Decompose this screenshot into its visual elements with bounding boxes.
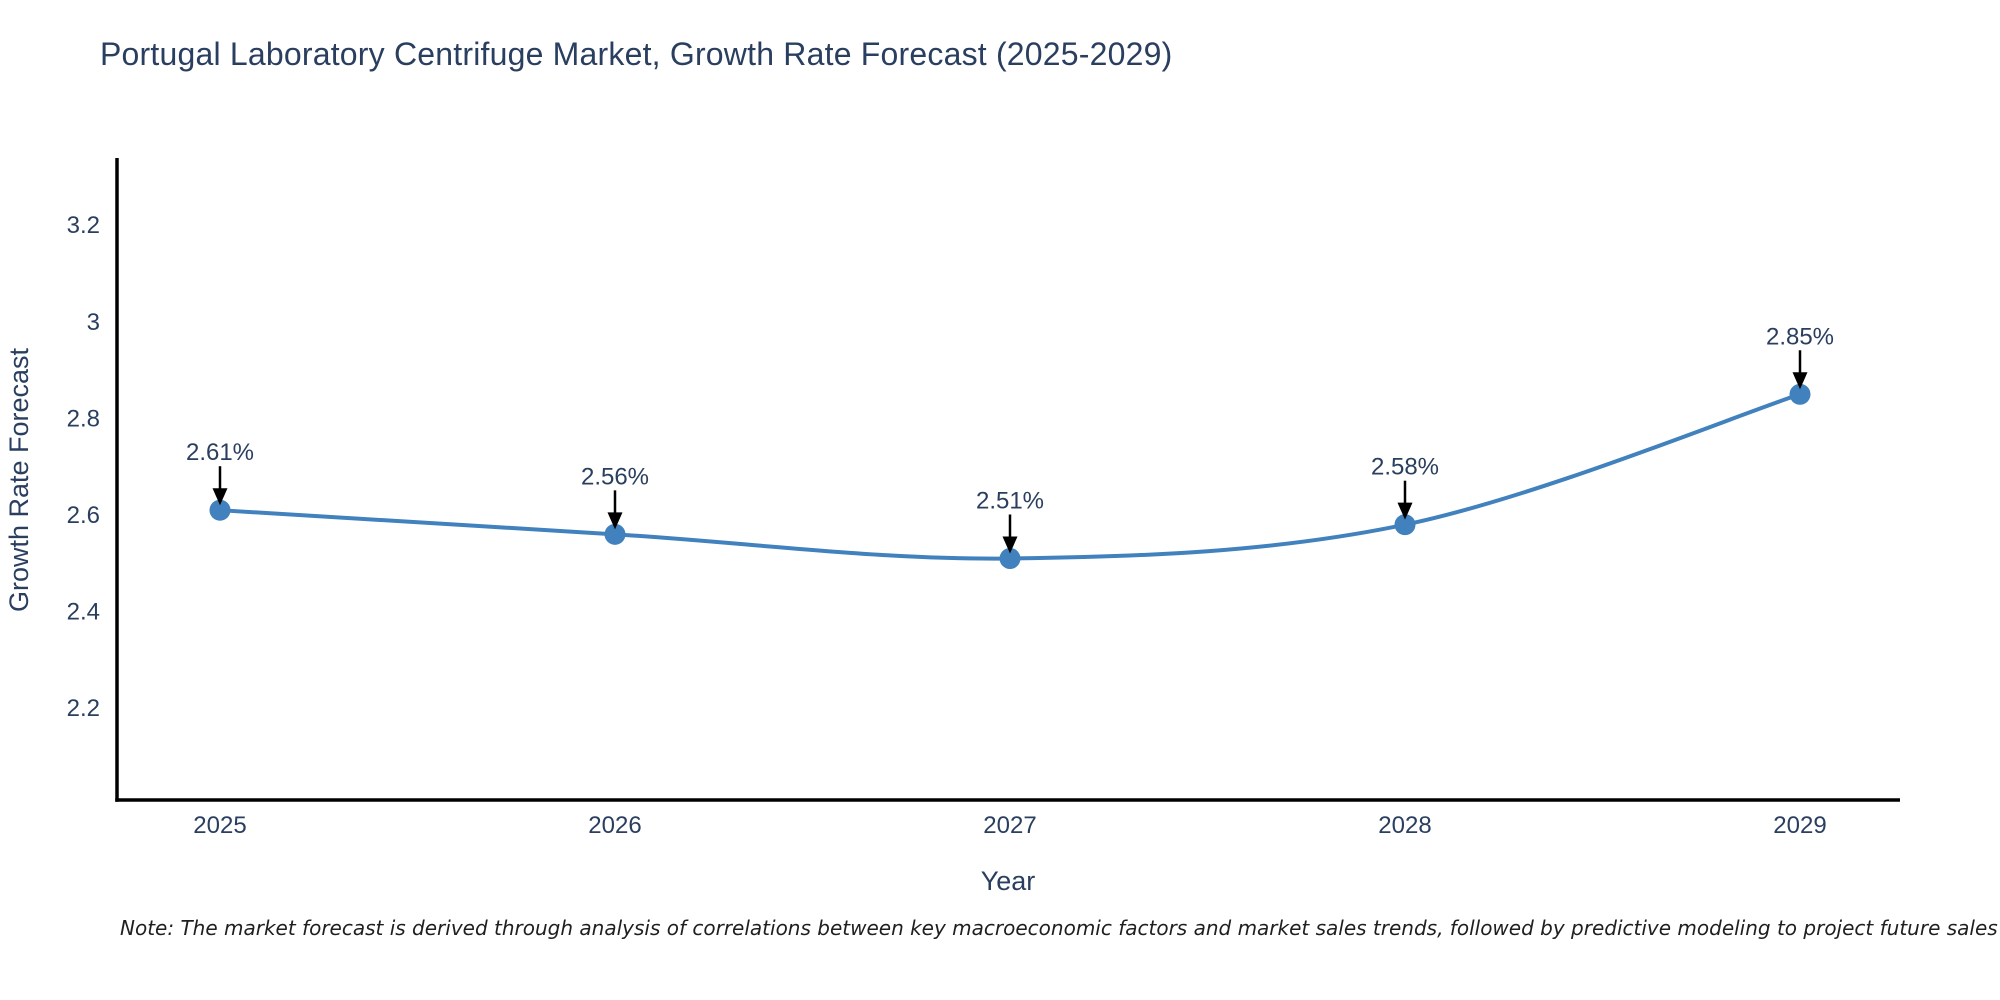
point-value-label: 2.61%: [186, 439, 254, 466]
x-tick-label: 2029: [1773, 812, 1826, 839]
data-point-marker: [999, 547, 1021, 569]
y-tick-label: 2.8: [67, 405, 100, 432]
annotation-arrowhead: [212, 488, 228, 506]
x-axis-ticks: 2025 2026 2027 2028 2029: [193, 812, 1826, 839]
data-point-marker: [1789, 383, 1811, 405]
point-value-label: 2.58%: [1371, 454, 1439, 481]
point-value-label: 2.56%: [581, 463, 649, 490]
data-point-marker: [1394, 514, 1416, 536]
x-tick-label: 2026: [588, 812, 641, 839]
x-tick-label: 2028: [1378, 812, 1431, 839]
data-point-marker: [604, 523, 626, 545]
y-tick-label: 2.2: [67, 695, 100, 722]
data-point-marker: [209, 499, 231, 521]
y-tick-label: 3.2: [67, 212, 100, 239]
point-value-label: 2.85%: [1766, 323, 1834, 350]
series-markers: [209, 383, 1811, 569]
y-tick-label: 2.6: [67, 502, 100, 529]
annotation-arrowhead: [607, 512, 623, 530]
annotation-arrowhead: [1792, 372, 1808, 390]
point-annotations: 2.61% 2.56% 2.51% 2.58% 2.85%: [186, 323, 1834, 554]
chart-title: Portugal Laboratory Centrifuge Market, G…: [100, 36, 1173, 72]
x-tick-label: 2025: [193, 812, 246, 839]
point-value-label: 2.51%: [976, 487, 1044, 514]
y-axis-ticks: 2.2 2.4 2.6 2.8 3 3.2: [67, 212, 100, 722]
x-tick-label: 2027: [983, 812, 1036, 839]
y-tick-label: 2.4: [67, 599, 100, 626]
annotation-arrowhead: [1397, 502, 1413, 520]
y-axis-title: Growth Rate Forecast: [4, 347, 34, 612]
y-tick-label: 3: [87, 309, 100, 336]
annotation-arrowhead: [1002, 536, 1018, 554]
x-axis-title: Year: [981, 866, 1036, 896]
footnote: Note: The market forecast is derived thr…: [120, 916, 1998, 940]
